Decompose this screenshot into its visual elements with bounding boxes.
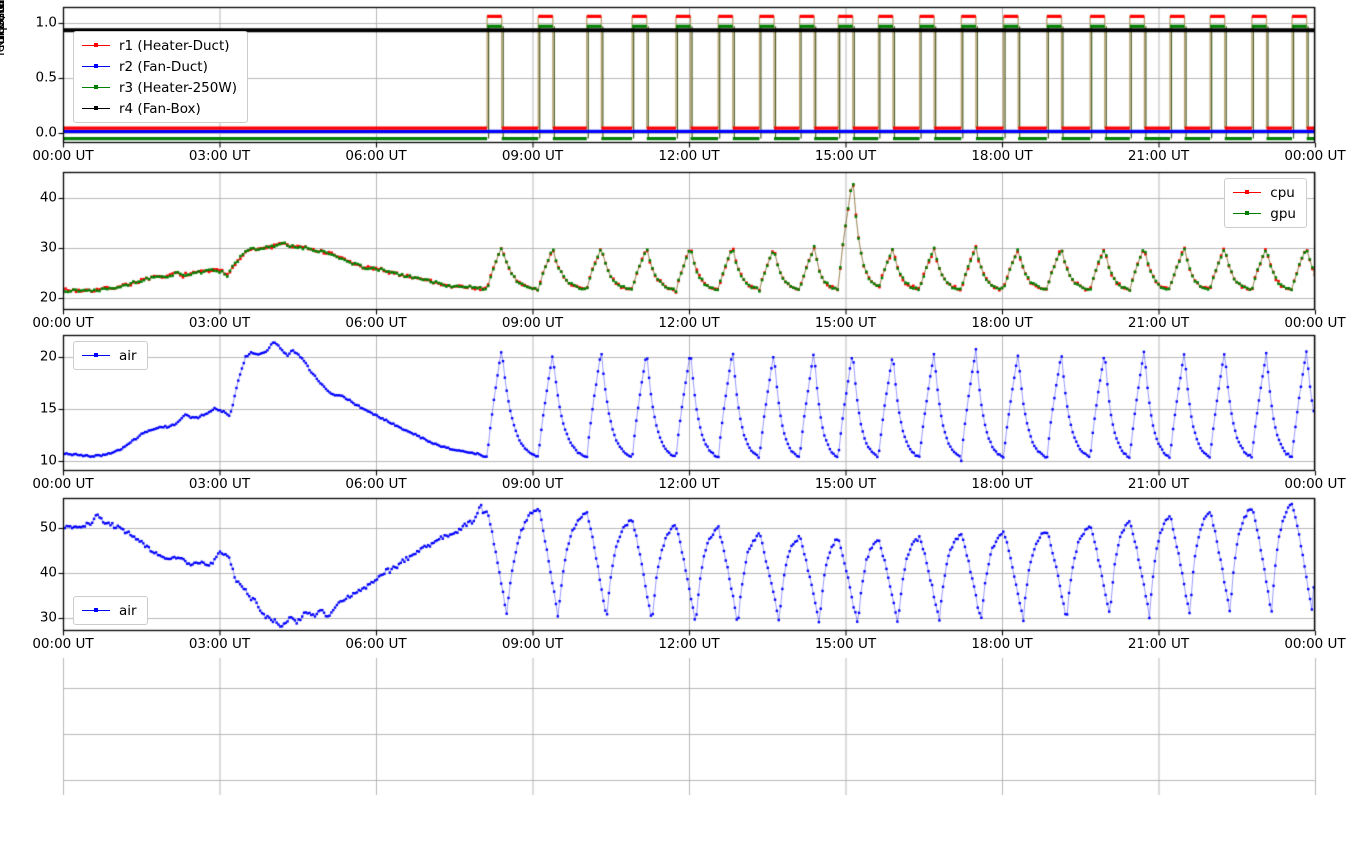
legend-label: gpu [1270, 205, 1296, 222]
humidity-xtick-time: 15:00 UT [814, 636, 877, 652]
legend-label: air [119, 347, 137, 364]
humidity-xtick-time: 03:00 UT [188, 636, 251, 652]
humidity-plot-canvas [56, 496, 1319, 638]
legend-entry: air [82, 345, 137, 366]
temperature-xtick-time: 06:00 UT [345, 476, 407, 492]
legend-label: air [119, 602, 137, 619]
relay-xtick-time: 12:00 UT [658, 148, 720, 164]
legend-label: r3 (Heater-250W) [119, 79, 237, 96]
temperature-xtick-time: 09:00 UT [501, 476, 564, 492]
relay-xtick-time: 18:00 UT [971, 148, 1033, 164]
temperature-ytick-label: 10 [39, 452, 57, 469]
legend-sample-line [1233, 209, 1262, 218]
relay-xtick-time: 00:00 UT [1284, 148, 1346, 164]
cpu_gpu-legend: cpu gpu [1224, 178, 1307, 228]
humidity-ytick-label: 40 [39, 564, 57, 581]
cpu_gpu-ytick-label: 40 [39, 189, 57, 206]
relay-xtick-time: 00:00 UT [32, 148, 94, 164]
legend-marker-dot [94, 64, 98, 68]
humidity-xtick-time: 12:00 UT [658, 636, 720, 652]
legend-label: cpu [1270, 184, 1295, 201]
humidity-xtick-time: 18:00 UT [971, 636, 1033, 652]
cpu-gpu-plot-canvas [56, 170, 1319, 317]
legend-marker-dot [94, 85, 98, 89]
legend-marker-dot [1245, 211, 1250, 215]
legend-sample-line [82, 104, 110, 113]
legend-entry: r3 (Heater-250W) [82, 77, 237, 98]
temperature-xtick-time: 00:00 UT [1284, 476, 1346, 492]
legend-entry: gpu [1233, 203, 1296, 224]
humidity-legend: air [73, 596, 148, 625]
legend-sample-line [82, 351, 110, 360]
legend-marker-dot [94, 43, 98, 47]
cpu_gpu-xtick-time: 15:00 UT [814, 315, 877, 331]
relay-xtick-time: 03:00 UT [188, 148, 251, 164]
temperature-legend: air [73, 341, 148, 370]
legend-marker-dot [94, 353, 98, 357]
temperature-xtick-time: 03:00 UT [188, 476, 251, 492]
relay-xtick-time: 21:00 UT [1127, 148, 1190, 164]
cpu_gpu-xtick-time: 18:00 UT [971, 315, 1033, 331]
relay-xtick-time: 06:00 UT [345, 148, 407, 164]
legend-sample-line [82, 41, 110, 50]
relay-ytick-label: 0.0 [35, 124, 57, 141]
humidity-ytick-label: 50 [39, 519, 57, 536]
temperature-ytick-label: 15 [39, 400, 57, 417]
temperature-plot-canvas [56, 333, 1319, 478]
humidity-xtick-time: 06:00 UT [345, 636, 407, 652]
cpu_gpu-xtick-time: 03:00 UT [188, 315, 251, 331]
legend-sample-line [82, 83, 110, 92]
legend-marker-dot [1245, 190, 1250, 194]
legend-sample-line [1233, 188, 1262, 197]
legend-label: r4 (Fan-Box) [119, 100, 201, 117]
cpu_gpu-ytick-label: 20 [39, 289, 57, 306]
relay-legend: r1 (Heater-Duct) r2 (Fan-Duct) r3 (Heater-… [73, 31, 248, 123]
legend-label: r2 (Fan-Duct) [119, 58, 208, 75]
legend-sample-line [82, 62, 110, 71]
relay-xtick-time: 09:00 UT [501, 148, 564, 164]
legend-label: r1 (Heater-Duct) [119, 37, 230, 54]
relay-ytick-label: 0.5 [35, 69, 57, 86]
temperature-xtick-time: 21:00 UT [1127, 476, 1190, 492]
cpu_gpu-xtick-time: 06:00 UT [345, 315, 407, 331]
temperature-xtick-time: 12:00 UT [658, 476, 720, 492]
pressure-y-axis-label: Pressure (hPa) [0, 0, 8, 49]
temperature-xtick-time: 15:00 UT [814, 476, 877, 492]
humidity-xtick-time: 09:00 UT [501, 636, 564, 652]
legend-entry: r1 (Heater-Duct) [82, 35, 237, 56]
cpu_gpu-xtick-time: 00:00 UT [32, 315, 94, 331]
humidity-ytick-label: 30 [39, 609, 57, 626]
legend-entry: air [82, 600, 137, 621]
temperature-ytick-label: 20 [39, 348, 57, 365]
legend-marker-dot [94, 608, 98, 612]
humidity-xtick-time: 21:00 UT [1127, 636, 1190, 652]
relay-xtick-time: 15:00 UT [814, 148, 877, 164]
legend-marker-dot [94, 106, 98, 110]
cpu_gpu-xtick-time: 00:00 UT [1284, 315, 1346, 331]
legend-entry: r2 (Fan-Duct) [82, 56, 237, 77]
cpu_gpu-xtick-time: 12:00 UT [658, 315, 720, 331]
pressure-plot-canvas [56, 656, 1319, 802]
temperature-xtick-time: 00:00 UT [32, 476, 94, 492]
cpu_gpu-xtick-time: 21:00 UT [1127, 315, 1190, 331]
legend-sample-line [82, 606, 110, 615]
legend-entry: cpu [1233, 182, 1296, 203]
humidity-xtick-time: 00:00 UT [32, 636, 94, 652]
cpu_gpu-xtick-time: 09:00 UT [501, 315, 564, 331]
temperature-xtick-time: 18:00 UT [971, 476, 1033, 492]
cpu_gpu-ytick-label: 30 [39, 239, 57, 256]
relay-ytick-label: 1.0 [35, 14, 57, 31]
legend-entry: r4 (Fan-Box) [82, 98, 237, 119]
relay-plot-canvas [56, 5, 1319, 150]
humidity-xtick-time: 00:00 UT [1284, 636, 1346, 652]
